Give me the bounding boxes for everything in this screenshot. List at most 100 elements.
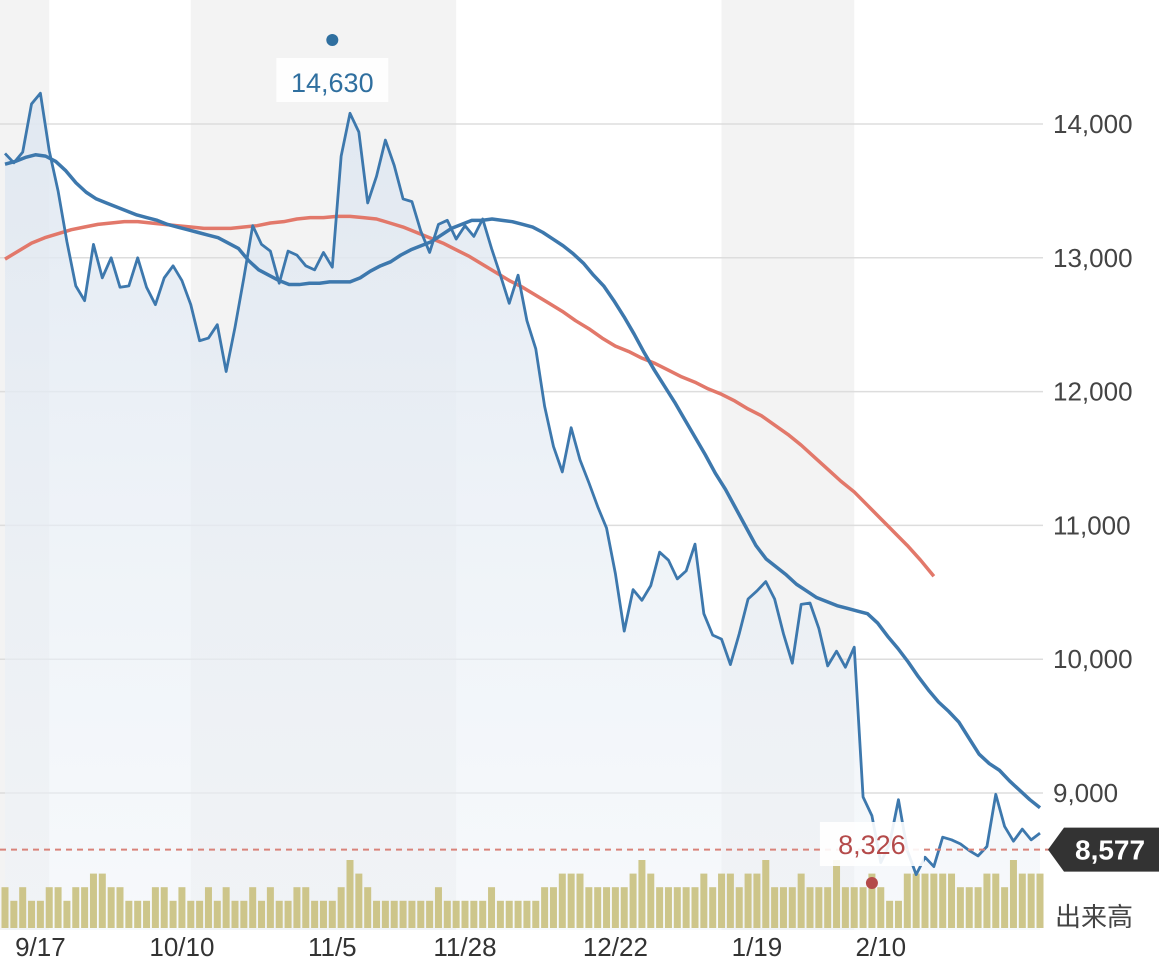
volume-bar: [72, 887, 80, 928]
volume-bars: [1, 860, 1044, 928]
volume-bar: [98, 873, 106, 928]
volume-bar: [381, 900, 389, 928]
volume-bar: [620, 887, 628, 928]
volume-bar: [735, 887, 743, 928]
volume-bar: [408, 900, 416, 928]
volume-bar: [824, 887, 832, 928]
x-tick-label: 11/5: [308, 932, 357, 962]
volume-bar: [833, 860, 841, 928]
volume-bar: [488, 887, 496, 928]
price-area: [5, 93, 1040, 930]
volume-bar: [319, 900, 327, 928]
volume-bar: [903, 873, 911, 928]
volume-bar: [19, 887, 27, 928]
volume-bar: [284, 900, 292, 928]
volume-bar: [647, 873, 655, 928]
volume-bar: [196, 900, 204, 928]
x-tick-label: 12/22: [583, 932, 648, 962]
volume-bar: [28, 900, 36, 928]
low-marker: [865, 877, 878, 889]
volume-bar: [532, 900, 540, 928]
volume-bar: [461, 900, 469, 928]
volume-bar: [709, 887, 717, 928]
volume-bar: [1036, 873, 1044, 928]
volume-bar: [965, 887, 973, 928]
volume-bar: [187, 900, 195, 928]
volume-bar: [1001, 887, 1009, 928]
volume-bar: [204, 887, 212, 928]
volume-bar: [107, 887, 115, 928]
y-axis-labels: 9,000 10,000 11,000 12,000 13,000 14,000: [1053, 109, 1133, 808]
volume-bar: [443, 900, 451, 928]
volume-bar: [63, 900, 71, 928]
volume-bar: [169, 900, 177, 928]
volume-bar: [390, 900, 398, 928]
high-value-label: 14,630: [291, 68, 374, 98]
volume-bar: [797, 873, 805, 928]
volume-bar: [302, 887, 310, 928]
volume-bar: [921, 873, 929, 928]
volume-bar: [886, 900, 894, 928]
volume-bar: [638, 860, 646, 928]
volume-bar: [1027, 873, 1035, 928]
volume-bar: [771, 887, 779, 928]
volume-bar: [576, 873, 584, 928]
volume-bar: [116, 887, 124, 928]
volume-bar: [249, 887, 257, 928]
volume-bar: [877, 887, 885, 928]
volume-bar: [364, 887, 372, 928]
volume-bar: [788, 887, 796, 928]
volume-axis-label: 出来高: [1055, 902, 1133, 932]
volume-bar: [479, 900, 487, 928]
volume-bar: [266, 887, 274, 928]
x-axis-labels: 9/17 10/10 11/5 11/28 12/22 1/19 2/10 出来高: [15, 902, 1133, 962]
volume-bar: [594, 887, 602, 928]
volume-bar: [682, 887, 690, 928]
volume-bar: [629, 873, 637, 928]
volume-bar: [470, 900, 478, 928]
volume-bar: [726, 873, 734, 928]
volume-bar: [611, 887, 619, 928]
volume-bar: [452, 900, 460, 928]
volume-bar: [912, 873, 920, 928]
volume-bar: [983, 873, 991, 928]
volume-bar: [496, 900, 504, 928]
volume-bar: [930, 873, 938, 928]
volume-bar: [1009, 860, 1017, 928]
volume-bar: [36, 900, 44, 928]
volume-bar: [134, 900, 142, 928]
volume-bar: [258, 900, 266, 928]
volume-bar: [806, 887, 814, 928]
long-moving-average-line: [4, 214, 936, 578]
volume-bar: [974, 887, 982, 928]
volume-bar: [956, 887, 964, 928]
volume-bar: [417, 900, 425, 928]
volume-bar: [143, 900, 151, 928]
high-marker: [326, 34, 339, 46]
price-line: [3, 91, 1041, 877]
last-price-tag: [1048, 827, 1159, 872]
volume-bar: [762, 860, 770, 928]
volume-bar: [355, 873, 363, 928]
volume-bar: [868, 873, 876, 928]
volume-bar: [311, 900, 319, 928]
volume-bar: [948, 873, 956, 928]
volume-bar: [744, 873, 752, 928]
volume-bar: [514, 900, 522, 928]
volume-bar: [567, 873, 575, 928]
y-tick-label: 9,000: [1053, 778, 1118, 808]
x-tick-label: 10/10: [149, 932, 214, 962]
volume-bar: [585, 887, 593, 928]
volume-bar: [505, 900, 513, 928]
y-tick-label: 11,000: [1053, 510, 1131, 540]
volume-bar: [240, 900, 248, 928]
y-tick-label: 13,000: [1053, 243, 1133, 273]
volume-bar: [1, 887, 9, 928]
last-price-label: 8,577: [1075, 835, 1145, 866]
volume-bar: [160, 887, 168, 928]
volume-bar: [54, 887, 62, 928]
volume-bar: [178, 887, 186, 928]
volume-bar: [541, 887, 549, 928]
volume-bar: [859, 887, 867, 928]
volume-bar: [399, 900, 407, 928]
